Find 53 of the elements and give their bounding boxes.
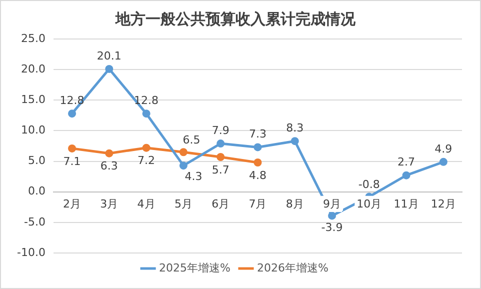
data-label: -0.8 [358, 178, 380, 192]
point [68, 144, 76, 152]
point [254, 143, 262, 152]
data-label: 6.3 [100, 160, 118, 173]
data-label: 7.1 [63, 154, 81, 168]
x-tick-label: 12月 [430, 197, 456, 210]
point [439, 158, 448, 166]
x-tick-label: 11月 [394, 197, 419, 210]
point [142, 110, 150, 118]
point [254, 158, 262, 167]
data-label: 8.3 [286, 121, 304, 134]
x-tick-label: 2月 [63, 197, 82, 210]
legend-label: 2026年增速% [257, 261, 328, 274]
point [328, 212, 336, 220]
y-tick-label: 20.0 [20, 62, 46, 76]
data-label: 20.1 [96, 49, 122, 62]
x-tick-label: 8月 [286, 197, 304, 210]
data-label: 4.8 [248, 168, 266, 182]
x-tick-label: 10月 [356, 197, 382, 210]
data-label: 7.3 [248, 128, 266, 141]
y-tick-label: -5.0 [24, 215, 46, 228]
data-label: 4.9 [434, 142, 452, 156]
point [105, 64, 114, 73]
data-label: 7.9 [212, 124, 230, 137]
point [142, 144, 150, 152]
point [68, 110, 76, 118]
data-label: 6.5 [182, 133, 200, 146]
y-tick-label: 5.0 [28, 154, 46, 168]
point [179, 148, 188, 156]
legend-label: 2025年增速% [159, 261, 231, 274]
point [216, 140, 225, 148]
y-tick-label: -10.0 [16, 246, 46, 259]
y-tick-label: 0.0 [28, 184, 46, 198]
chart-title: 地方一般公共预算收入累计完成情况 [114, 10, 356, 28]
point [402, 171, 410, 180]
data-label: 7.2 [138, 154, 156, 168]
x-tick-label: 5月 [174, 197, 192, 210]
y-tick-label: 25.0 [20, 32, 46, 45]
x-tick-label: 7月 [248, 197, 267, 210]
point [290, 137, 299, 146]
x-tick-label: 3月 [100, 197, 118, 210]
point [105, 149, 114, 158]
point [216, 153, 225, 162]
data-label: 2.7 [398, 156, 416, 169]
data-label: 5.7 [212, 163, 230, 176]
data-label: -3.9 [321, 221, 343, 234]
x-tick-label: 4月 [137, 197, 156, 210]
x-tick-label: 9月 [323, 197, 342, 210]
x-tick-label: 6月 [212, 197, 230, 210]
y-tick-label: 15.0 [20, 93, 46, 106]
y-tick-label: 10.0 [20, 124, 46, 137]
point [179, 162, 188, 170]
data-label: 4.3 [184, 170, 202, 183]
